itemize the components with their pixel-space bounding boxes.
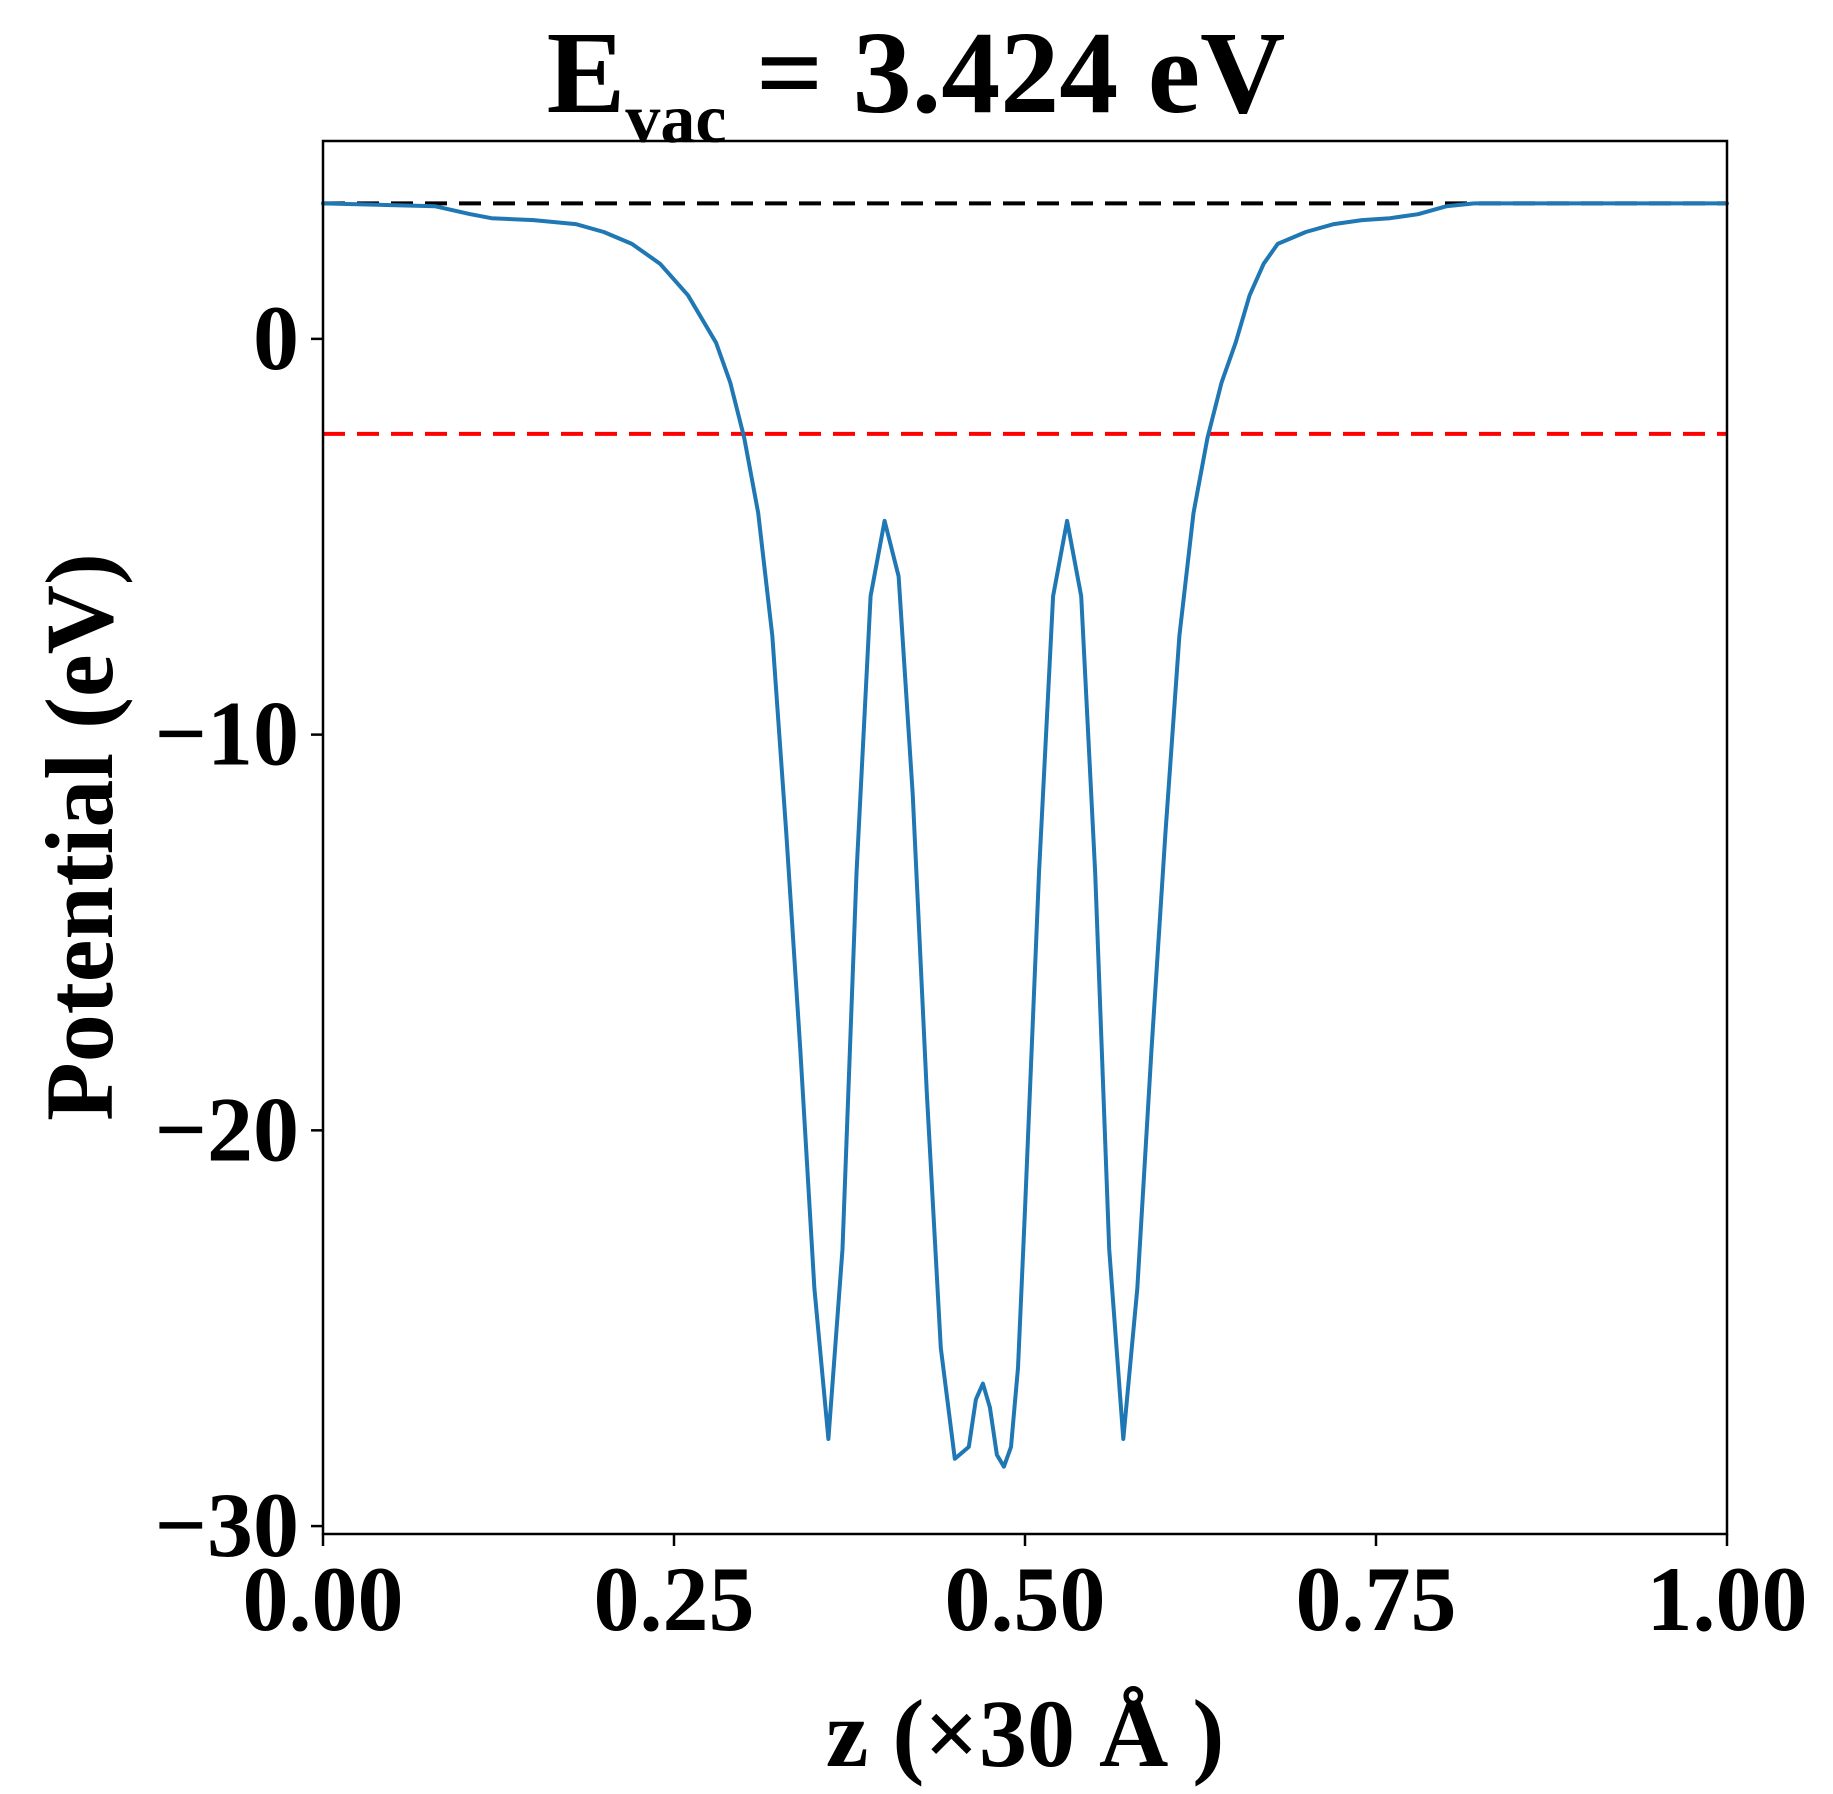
- y-tick-label: −20: [155, 1078, 299, 1180]
- x-tick-label: 0.00: [243, 1548, 404, 1650]
- y-tick-label: −10: [155, 683, 299, 785]
- x-axis: 0.00 0.25 0.50 0.75 1.00: [243, 1534, 1808, 1650]
- y-axis: 0 −10 −20 −30: [155, 287, 323, 1576]
- y-tick-label: 0: [253, 287, 299, 389]
- chart-title-subscript: vac: [625, 81, 726, 158]
- x-axis-label: z (×30 Å ): [826, 1680, 1225, 1787]
- x-tick-label: 0.75: [1296, 1548, 1457, 1650]
- chart-title-main: E: [547, 7, 626, 138]
- x-tick-label: 0.50: [945, 1548, 1106, 1650]
- x-tick-label: 1.00: [1647, 1548, 1808, 1650]
- chart-title: Evac = 3.424 eV: [547, 7, 1286, 158]
- plot-area: [321, 201, 1729, 1469]
- y-tick-label: −30: [155, 1474, 299, 1576]
- chart-title-rest: = 3.424 eV: [726, 7, 1285, 138]
- series-line-1: [321, 201, 1729, 1469]
- y-axis-label: Potential (eV): [26, 553, 133, 1121]
- plot-frame: [321, 139, 1729, 1536]
- x-tick-label: 0.25: [594, 1548, 755, 1650]
